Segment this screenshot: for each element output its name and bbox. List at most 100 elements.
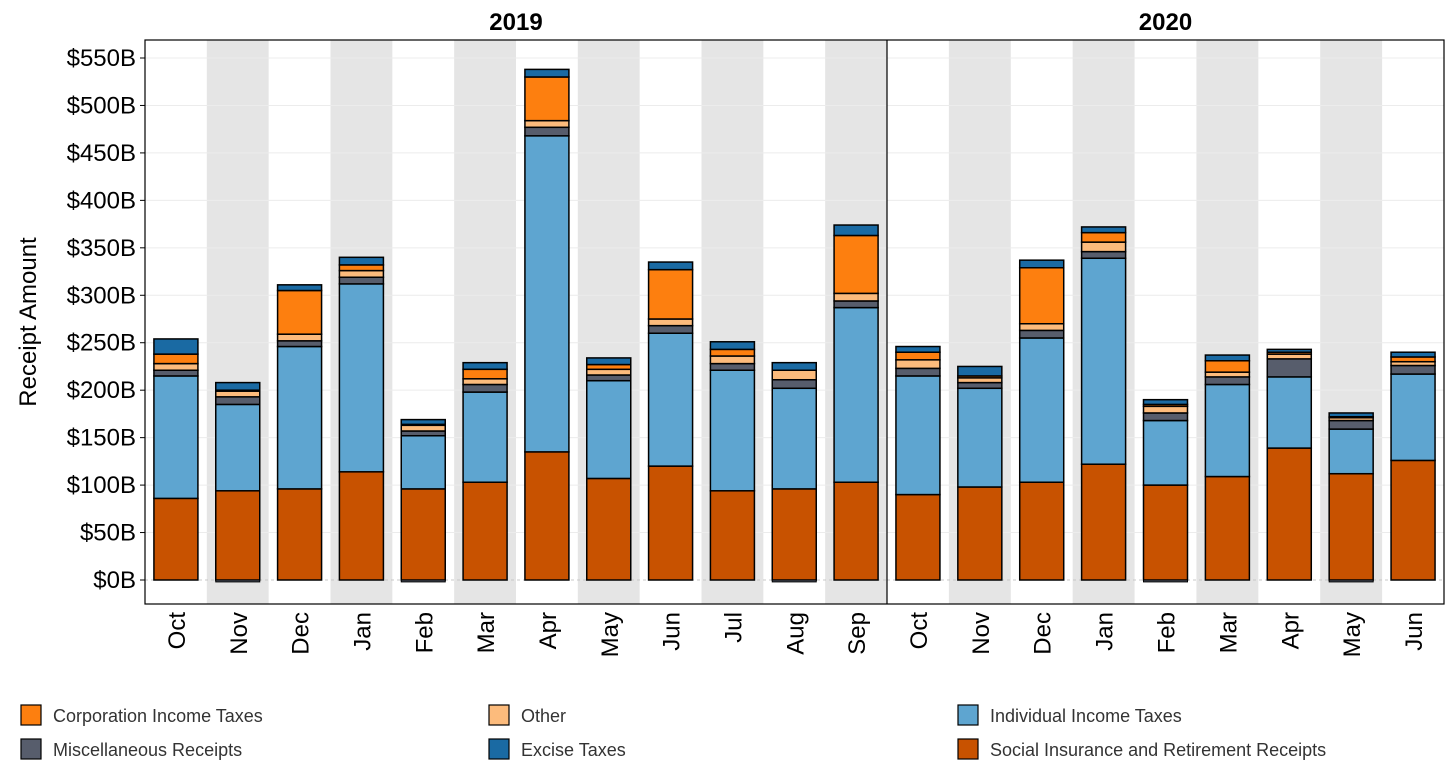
bar-segment <box>895 351 941 361</box>
bar-segment <box>1018 266 1065 325</box>
bar-segment <box>276 333 323 342</box>
y-tick-label: $450B <box>67 140 136 167</box>
bar-segment <box>957 381 1003 390</box>
bar-segment <box>1018 481 1065 581</box>
y-tick-label: $50B <box>80 520 136 547</box>
bar-segment <box>709 490 756 581</box>
bar-segment-negative <box>1328 579 1374 583</box>
bar-segment <box>1390 351 1436 358</box>
legend-swatch <box>488 704 510 726</box>
bar-segment <box>833 306 879 483</box>
x-tick-label: Mar <box>1215 612 1242 653</box>
plot-border <box>144 39 1445 605</box>
bar-segment <box>524 68 570 78</box>
bar-segment <box>647 261 694 271</box>
x-tick-label: Dec <box>1030 612 1057 655</box>
panel-title: 2019 <box>489 9 542 36</box>
bar-segment <box>833 481 879 581</box>
y-tick-label: $0B <box>93 567 136 594</box>
bar-segment <box>400 488 446 581</box>
bar-segment <box>833 234 879 295</box>
bar-segment <box>215 403 261 492</box>
bar-segment <box>1328 412 1374 418</box>
bar-segment <box>1080 257 1127 465</box>
x-tick-label: Jan <box>1092 612 1119 651</box>
bar-segment <box>338 276 385 285</box>
legend-label: Miscellaneous Receipts <box>53 740 242 760</box>
bar-segment <box>462 378 508 386</box>
x-tick-label: Feb <box>1154 612 1181 653</box>
bar-segment-negative <box>215 579 261 583</box>
bar-segment <box>462 481 508 581</box>
legend-label: Other <box>521 706 566 726</box>
bar-segment <box>462 383 508 393</box>
legend-label: Excise Taxes <box>521 740 626 760</box>
bar-segment <box>276 488 323 581</box>
bar-segment <box>1018 329 1065 339</box>
bar-segment <box>1328 428 1374 475</box>
bar-segment <box>771 378 817 390</box>
bar-segment <box>153 497 199 581</box>
bar-segment <box>895 359 941 370</box>
x-tick-label: Dec <box>288 612 315 655</box>
x-tick-label: Jul <box>720 612 747 643</box>
bar-segment <box>771 369 817 381</box>
bar-segment <box>1080 226 1127 234</box>
x-tick-label: Jan <box>349 612 376 651</box>
bar-segment <box>276 289 323 335</box>
legend: Corporation Income Taxes Other Individual … <box>20 704 1326 760</box>
bar-segment <box>1018 322 1065 332</box>
bar-segment <box>1080 231 1127 243</box>
bar-segment <box>524 135 570 453</box>
panel-title: 2020 <box>1139 9 1192 36</box>
bar-segment <box>215 381 261 391</box>
bar-segment <box>895 493 941 581</box>
x-tick-label: Nov <box>968 612 995 655</box>
bar-segment <box>1328 419 1374 430</box>
x-tick-label: Jun <box>659 612 686 651</box>
bar-segment <box>833 292 879 302</box>
bar-segment <box>276 340 323 348</box>
bar-segment <box>895 367 941 377</box>
bar-segment <box>647 268 694 320</box>
x-tick-label: Oct <box>164 612 191 650</box>
x-tick-label: May <box>1339 612 1366 657</box>
x-tick-label: Feb <box>411 612 438 653</box>
bar-segment <box>709 348 756 357</box>
bar-segment <box>586 379 632 480</box>
y-axis-title: Receipt Amount <box>15 237 42 407</box>
bar-segment <box>400 434 446 490</box>
bar-segment <box>1018 337 1065 483</box>
bar-segment <box>1204 354 1251 362</box>
bar-segment <box>1080 250 1127 260</box>
legend-swatch <box>957 738 979 760</box>
bars <box>153 68 1436 583</box>
bar-segment <box>338 269 385 278</box>
bar-segment <box>647 324 694 334</box>
bar-segment <box>462 368 508 380</box>
bar-segment <box>276 345 323 490</box>
legend-label: Corporation Income Taxes <box>53 706 263 726</box>
bar-segment <box>1142 419 1189 486</box>
bar-segment <box>215 396 261 406</box>
bar-segment <box>586 357 632 366</box>
y-tick-label: $100B <box>67 472 136 499</box>
bar-segment <box>709 369 756 492</box>
bar-segment <box>338 283 385 473</box>
bar-segment <box>524 76 570 122</box>
bar-segment <box>524 451 570 581</box>
bar-segment <box>771 387 817 490</box>
bar-segment <box>1390 364 1436 375</box>
bar-segment <box>586 368 632 376</box>
bar-segment <box>1266 376 1313 449</box>
bar-segment <box>1142 398 1189 406</box>
y-tick-label: $550B <box>67 45 136 72</box>
bar-segment <box>647 318 694 327</box>
legend-swatch <box>488 738 510 760</box>
x-tick-label: Apr <box>1277 612 1304 649</box>
y-tick-label: $250B <box>67 330 136 357</box>
bar-segment <box>1204 360 1251 373</box>
bar-segment-negative <box>400 579 446 583</box>
bar-segment <box>1080 241 1127 253</box>
x-tick-label: May <box>597 612 624 657</box>
